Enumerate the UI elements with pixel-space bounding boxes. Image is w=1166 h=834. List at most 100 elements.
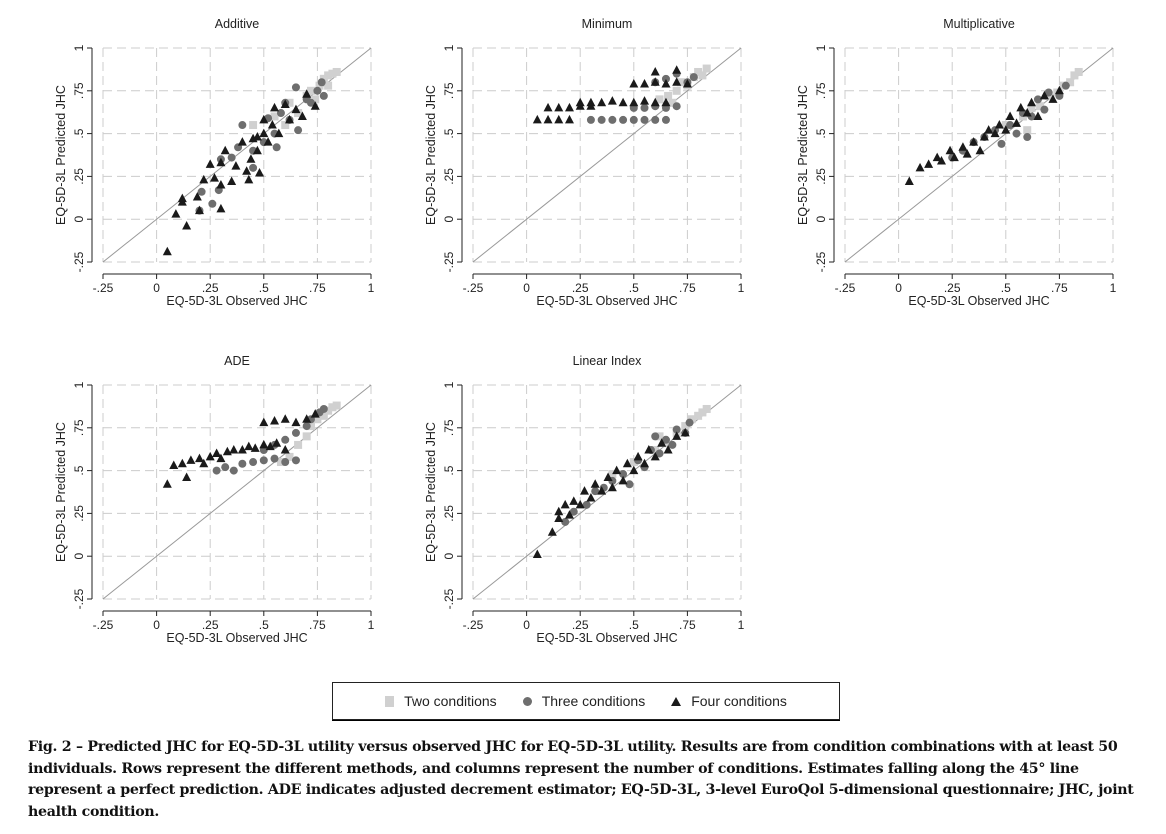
data-point-four-conditions <box>255 167 265 177</box>
data-point-two-conditions <box>315 81 324 90</box>
data-point-two-conditions <box>332 67 341 76</box>
data-point-four-conditions <box>222 446 232 456</box>
data-point-two-conditions <box>664 91 673 100</box>
data-point-two-conditions <box>681 422 690 431</box>
y-tick-label: .25 <box>814 168 828 185</box>
data-point-two-conditions <box>1001 121 1010 130</box>
data-point-four-conditions <box>220 145 230 155</box>
legend-label: Two conditions <box>404 693 497 709</box>
data-point-three-conditions <box>281 458 290 467</box>
reference-line-45 <box>102 47 372 263</box>
data-point-three-conditions <box>291 456 300 465</box>
data-point-four-conditions <box>975 145 985 155</box>
x-tick-label: .75 <box>309 281 326 295</box>
data-point-three-conditions <box>661 74 670 83</box>
data-point-three-conditions <box>319 404 328 413</box>
y-tick-label: 1 <box>72 381 86 388</box>
data-point-four-conditions <box>177 197 187 206</box>
x-tick-label: 1 <box>738 281 745 295</box>
x-tick-label: .75 <box>309 618 326 632</box>
x-tick-label: .5 <box>629 618 639 632</box>
data-point-four-conditions <box>1033 111 1043 120</box>
data-point-two-conditions <box>276 458 285 467</box>
data-point-four-conditions <box>263 137 273 146</box>
data-point-four-conditions <box>242 166 252 175</box>
x-tick-label: 0 <box>895 281 902 295</box>
data-point-four-conditions <box>229 445 239 454</box>
panel-minimum: Minimum -.25 -.25 0 0 .25 .25 .5 .5 .75 .75 1 1 EQ-5D… <box>424 17 745 308</box>
data-point-four-conditions <box>644 445 654 454</box>
data-point-four-conditions <box>194 205 204 215</box>
data-point-four-conditions <box>1001 125 1011 134</box>
data-point-four-conditions <box>994 120 1004 129</box>
data-point-four-conditions <box>984 125 994 134</box>
y-tick-label: .75 <box>814 82 828 99</box>
y-axis-label: EQ-5D-3L Predicted JHC <box>424 422 438 562</box>
figure-panels: Additive -.25 -.25 0 0 .25 .25 .5 .5 .75 .75 1 1 EQ-5… <box>54 17 1117 645</box>
data-point-four-conditions <box>575 499 585 509</box>
data-point-four-conditions <box>205 159 215 168</box>
data-point-four-conditions <box>680 427 690 437</box>
data-point-three-conditions <box>685 418 694 427</box>
y-tick-label: -.25 <box>442 251 456 272</box>
data-point-four-conditions <box>297 111 307 120</box>
data-point-two-conditions <box>655 432 664 441</box>
reference-line-45 <box>472 47 742 263</box>
y-tick-label: -.25 <box>72 588 86 609</box>
data-point-three-conditions <box>1006 121 1015 130</box>
x-tick-label: .5 <box>259 618 269 632</box>
data-point-three-conditions <box>291 428 300 437</box>
data-point-three-conditions <box>672 102 681 111</box>
data-point-four-conditions <box>259 114 269 124</box>
data-point-four-conditions <box>560 499 570 509</box>
data-point-four-conditions <box>543 114 553 124</box>
data-point-four-conditions <box>663 445 673 454</box>
data-point-four-conditions <box>597 97 607 107</box>
data-point-two-conditions <box>694 411 703 420</box>
data-point-three-conditions <box>313 86 322 95</box>
data-point-four-conditions <box>1054 85 1064 95</box>
data-point-three-conditions <box>591 487 600 496</box>
x-axis-label: EQ-5D-3L Observed JHC <box>908 294 1049 308</box>
data-point-two-conditions <box>306 422 315 431</box>
data-point-two-conditions <box>651 446 660 455</box>
data-point-four-conditions <box>607 482 617 492</box>
data-point-four-conditions <box>246 154 256 163</box>
data-point-four-conditions <box>590 479 600 488</box>
data-point-two-conditions <box>270 112 279 121</box>
data-point-three-conditions <box>302 422 311 431</box>
data-point-four-conditions <box>650 97 660 107</box>
data-point-three-conditions <box>291 83 300 92</box>
data-point-four-conditions <box>962 149 972 158</box>
data-point-two-conditions <box>285 98 294 107</box>
data-point-four-conditions <box>171 209 181 218</box>
data-point-four-conditions <box>969 137 979 146</box>
data-point-four-conditions <box>629 465 639 475</box>
x-tick-label: 1 <box>738 618 745 632</box>
x-tick-label: .5 <box>259 281 269 295</box>
data-point-two-conditions <box>332 401 341 410</box>
data-point-four-conditions <box>216 453 226 463</box>
data-point-three-conditions <box>668 440 677 449</box>
data-point-two-conditions <box>672 86 681 95</box>
y-tick-label: 0 <box>72 553 86 560</box>
x-tick-label: .75 <box>1051 281 1068 295</box>
y-tick-label: .5 <box>442 465 456 475</box>
data-point-four-conditions <box>1005 111 1015 120</box>
data-point-four-conditions <box>231 161 241 170</box>
data-point-four-conditions <box>302 414 312 423</box>
data-point-four-conditions <box>237 445 247 454</box>
data-point-four-conditions <box>622 458 632 468</box>
data-point-four-conditions <box>274 128 284 138</box>
data-point-four-conditions <box>532 114 542 124</box>
data-point-two-conditions <box>319 74 328 83</box>
data-point-two-conditions <box>294 440 303 449</box>
data-point-four-conditions <box>216 203 226 213</box>
data-point-four-conditions <box>586 492 596 502</box>
data-point-three-conditions <box>221 463 230 472</box>
data-point-four-conditions <box>564 102 574 112</box>
data-point-four-conditions <box>532 549 542 558</box>
y-tick-label: .5 <box>814 128 828 138</box>
x-tick-label: 0 <box>153 281 160 295</box>
data-point-two-conditions <box>702 64 711 73</box>
